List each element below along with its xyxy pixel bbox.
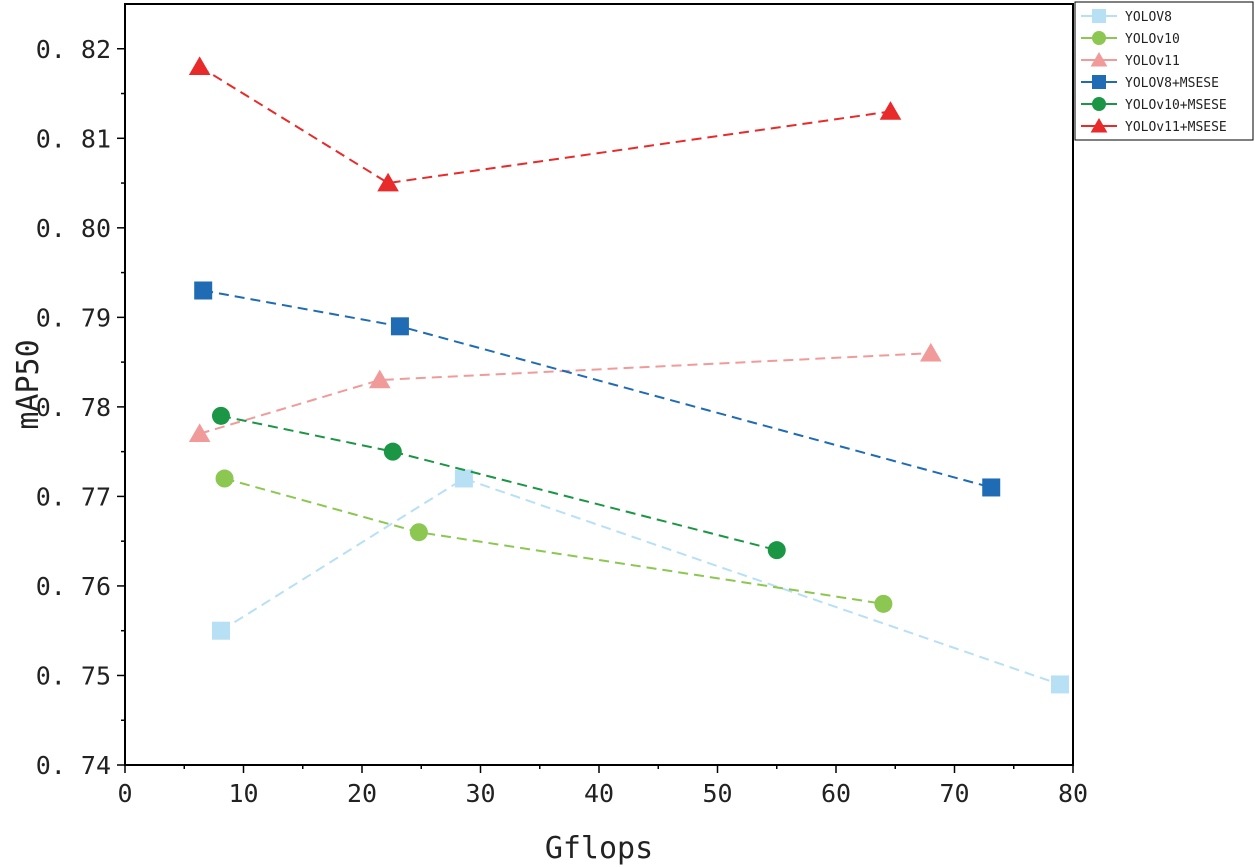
y-tick-label: 0. 77	[36, 482, 111, 511]
x-tick-label: 10	[228, 779, 258, 808]
legend-marker-yolov8-msese	[1092, 75, 1106, 89]
series-line-yolov10	[224, 477, 884, 605]
legend-label-yolov10: YOLOv10	[1125, 32, 1180, 47]
legend-label-yolov10-msese: YOLOv10+MSESE	[1125, 98, 1227, 113]
series-yolov8	[211, 469, 1069, 694]
x-tick-label: 30	[465, 779, 495, 808]
y-tick-label: 0. 76	[36, 572, 111, 601]
legend-marker-yolov11	[1090, 51, 1108, 67]
y-tick-label: 0. 75	[36, 661, 111, 690]
y-tick-label: 0. 74	[36, 751, 111, 780]
y-tick-label: 0. 80	[36, 214, 111, 243]
data-point-yolov8-msese	[982, 478, 1001, 497]
data-point-yolov11	[920, 342, 942, 362]
x-axis-title: Gflops	[545, 831, 653, 866]
y-axis-title: mAP50	[11, 339, 46, 429]
x-tick-label: 40	[584, 779, 614, 808]
data-point-yolov11	[188, 423, 211, 443]
legend-label-yolov11-msese: YOLOv11+MSESE	[1125, 120, 1227, 135]
legend-label-yolov8: YOLOV8	[1125, 10, 1172, 25]
series-yolov10	[215, 469, 893, 613]
legend: YOLOV8 YOLOv10 YOLOv11 YOLOV8+MSESE YOLOv10+…	[1074, 1, 1254, 141]
x-tick-label: 0	[117, 779, 132, 808]
y-tick-label: 0. 79	[36, 303, 111, 332]
data-point-yolov11-msese	[188, 56, 211, 75]
data-point-yolov8-msese	[390, 317, 409, 336]
x-tick-label: 50	[702, 779, 732, 808]
data-point-yolov8	[1050, 675, 1069, 694]
plot-frame	[124, 3, 1074, 766]
y-tick-label: 0. 81	[36, 124, 111, 153]
y-tick-label: 0. 78	[36, 393, 111, 422]
data-point-yolov10	[215, 469, 234, 488]
series-layer	[188, 56, 1069, 694]
legend-marker-yolov8	[1092, 9, 1106, 23]
data-point-yolov11-msese	[377, 172, 399, 192]
series-line-yolov10-msese	[220, 414, 777, 552]
data-point-yolov8	[454, 469, 473, 488]
series-line-yolov11	[199, 352, 931, 435]
data-point-yolov10-msese	[767, 541, 786, 560]
data-point-yolov10-msese	[211, 406, 230, 425]
data-point-yolov10	[409, 523, 428, 542]
legend-marker-yolov10	[1092, 31, 1106, 45]
x-tick-label: 70	[939, 779, 969, 808]
series-yolov11-msese	[188, 56, 902, 192]
data-point-yolov10-msese	[383, 442, 402, 461]
legend-box	[1074, 1, 1254, 141]
data-point-yolov10	[874, 594, 893, 613]
legend-marker-yolov11-msese	[1090, 117, 1108, 133]
legend-marker-yolov10-msese	[1092, 97, 1106, 111]
x-tick-label: 80	[1058, 779, 1088, 808]
series-yolov8-msese	[194, 281, 1001, 497]
data-point-yolov8	[211, 621, 230, 640]
legend-label-yolov11: YOLOv11	[1125, 54, 1180, 69]
x-tick-label: 20	[347, 779, 377, 808]
legend-label-yolov8-msese: YOLOV8+MSESE	[1125, 76, 1219, 91]
series-line-yolov8-msese	[203, 289, 992, 489]
axes: 0 10 20 30 40 50 60 70 80 0. 74 0. 75 0. 76 0. 77 0. …	[36, 3, 1088, 808]
data-point-yolov11-msese	[879, 101, 902, 120]
series-yolov10-msese	[211, 406, 786, 560]
x-tick-label: 60	[821, 779, 851, 808]
series-line-yolov8	[220, 477, 1061, 686]
series-yolov11	[188, 342, 942, 443]
data-point-yolov8-msese	[194, 281, 213, 300]
series-line-yolov11-msese	[199, 65, 891, 185]
data-point-yolov11	[368, 369, 391, 389]
y-tick-label: 0. 82	[36, 35, 111, 64]
